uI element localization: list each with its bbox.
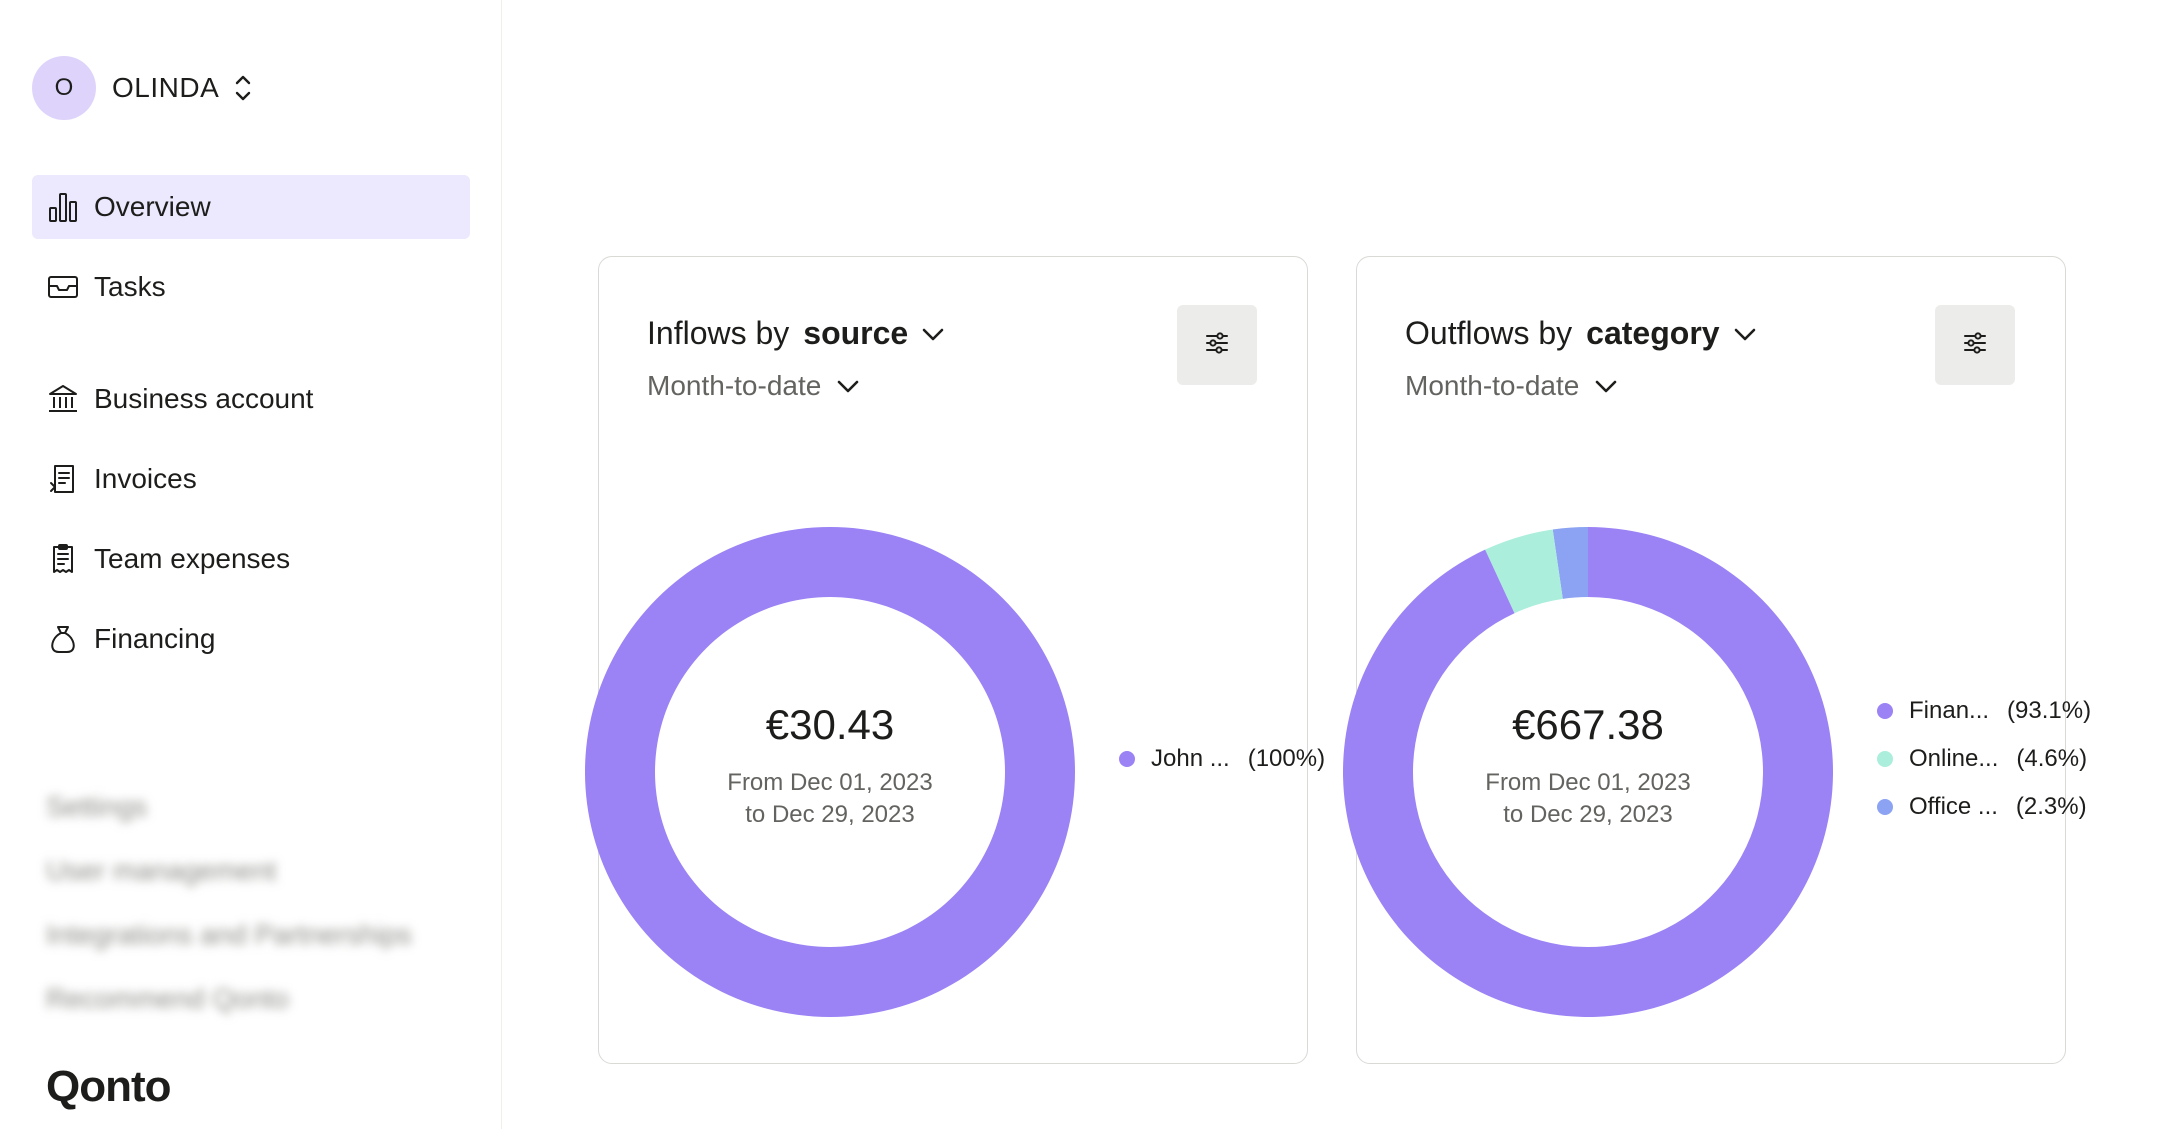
chevron-down-icon xyxy=(1732,321,1758,347)
outflows-filter-button[interactable] xyxy=(1935,305,2015,385)
outflows-dimension-selector[interactable]: Outflows by category xyxy=(1405,315,1758,352)
money-bag-icon xyxy=(46,622,80,656)
date-range-end: to Dec 29, 2023 xyxy=(745,801,915,828)
inflows-donut-center: €30.43 From Dec 01, 2023 to Dec 29, 2023 xyxy=(585,527,1075,1017)
card-title-prefix: Outflows by xyxy=(1405,315,1573,351)
date-range-start: From Dec 01, 2023 xyxy=(1485,769,1691,796)
outflows-slice-1[interactable] xyxy=(1485,529,1563,614)
legend-percent: (2.3%) xyxy=(2015,793,2087,820)
legend-dot xyxy=(1877,799,1893,815)
sidebar: O OLINDA Overview Tasks xyxy=(0,0,502,1129)
legend-label: Online... xyxy=(1909,745,1999,772)
secondary-nav: Business account Invoices Team expenses xyxy=(32,367,470,671)
outflows-total-amount: €667.38 xyxy=(1512,701,1664,748)
inflows-date-range: From Dec 01, 2023 to Dec 29, 2023 xyxy=(727,767,932,831)
org-initial: O xyxy=(54,74,74,101)
legend-item[interactable]: Online... (4.6%) xyxy=(1877,735,2091,783)
outflows-slice-2[interactable] xyxy=(1552,527,1588,599)
sidebar-item-recommend[interactable]: Recommend Qonto xyxy=(46,983,289,1014)
sidebar-item-label: Invoices xyxy=(94,463,197,494)
sidebar-item-business-account[interactable]: Business account xyxy=(32,367,470,431)
sidebar-item-tasks[interactable]: Tasks xyxy=(32,255,470,319)
primary-nav: Overview Tasks xyxy=(32,175,470,319)
sidebar-item-label: Overview xyxy=(94,191,211,222)
date-range-end: to Dec 29, 2023 xyxy=(1503,801,1673,828)
legend-dot xyxy=(1877,751,1893,767)
card-title-dimension: category xyxy=(1586,315,1720,351)
inflows-dimension-selector[interactable]: Inflows by source xyxy=(647,315,946,352)
date-range-start: From Dec 01, 2023 xyxy=(727,769,933,796)
outflows-donut-center: €667.38 From Dec 01, 2023 to Dec 29, 202… xyxy=(1343,527,1833,1017)
legend-percent: (4.6%) xyxy=(2016,745,2088,772)
outflows-donut-chart xyxy=(1343,527,1833,1017)
card-title-prefix: Inflows by xyxy=(647,315,790,351)
inbox-tray-icon xyxy=(46,270,80,304)
chevron-down-icon xyxy=(1593,373,1619,399)
outflows-legend: Finan... (93.1%) Online... (4.6%) Office… xyxy=(1877,687,2091,831)
inflows-legend: John ... (100%) xyxy=(1119,735,1325,783)
legend-dot xyxy=(1119,751,1135,767)
org-name: OLINDA xyxy=(112,72,220,103)
bank-icon xyxy=(46,382,80,416)
sidebar-item-invoices[interactable]: Invoices xyxy=(32,447,470,511)
inflows-filter-button[interactable] xyxy=(1177,305,1257,385)
sliders-icon xyxy=(1962,330,1988,361)
organization-switcher[interactable]: O OLINDA xyxy=(32,56,255,120)
chevron-down-icon xyxy=(920,321,946,347)
sidebar-item-financing[interactable]: Financing xyxy=(32,607,470,671)
sliders-icon xyxy=(1204,330,1230,361)
period-label: Month-to-date xyxy=(647,370,822,401)
legend-item[interactable]: Finan... (93.1%) xyxy=(1877,687,2091,735)
sidebar-item-integrations[interactable]: Integrations and Partnerships xyxy=(46,919,412,950)
brand-logo: Qonto xyxy=(46,1062,172,1111)
org-avatar: O xyxy=(32,56,96,120)
legend-item[interactable]: Office ... (2.3%) xyxy=(1877,783,2091,831)
legend-label: Office ... xyxy=(1909,793,1998,820)
legend-item[interactable]: John ... (100%) xyxy=(1119,735,1325,783)
legend-label: Finan... xyxy=(1909,697,1990,724)
sidebar-item-team-expenses[interactable]: Team expenses xyxy=(32,527,470,591)
receipt-icon xyxy=(46,542,80,576)
card-title-dimension: source xyxy=(803,315,909,351)
chevron-down-icon xyxy=(835,373,861,399)
inflows-period-selector[interactable]: Month-to-date xyxy=(647,370,861,402)
legend-dot xyxy=(1877,703,1893,719)
sidebar-item-label: Financing xyxy=(94,623,216,654)
inflows-total-amount: €30.43 xyxy=(765,701,895,748)
outflows-period-selector[interactable]: Month-to-date xyxy=(1405,370,1619,402)
chevron-up-down-icon xyxy=(231,72,255,104)
blurred-nav: Settings User management Integrations an… xyxy=(46,775,486,1031)
sidebar-item-label: Business account xyxy=(94,383,314,414)
legend-label: John ... xyxy=(1151,745,1230,772)
sidebar-item-label: Tasks xyxy=(94,271,166,302)
legend-percent: (100%) xyxy=(1247,745,1326,772)
outflows-date-range: From Dec 01, 2023 to Dec 29, 2023 xyxy=(1485,767,1690,831)
bar-chart-icon xyxy=(46,190,80,224)
sidebar-item-user-management[interactable]: User management xyxy=(46,855,277,886)
outflows-card: Outflows by category Month-to-date €667.… xyxy=(1343,256,2091,1064)
sidebar-item-overview[interactable]: Overview xyxy=(32,175,470,239)
legend-percent: (93.1%) xyxy=(2007,697,2092,724)
inflows-card: Inflows by source Month-to-date €30.43 F… xyxy=(585,256,1325,1064)
sidebar-item-settings[interactable]: Settings xyxy=(46,791,148,822)
sidebar-item-label: Team expenses xyxy=(94,543,291,574)
invoice-icon xyxy=(46,462,80,496)
period-label: Month-to-date xyxy=(1405,370,1580,401)
